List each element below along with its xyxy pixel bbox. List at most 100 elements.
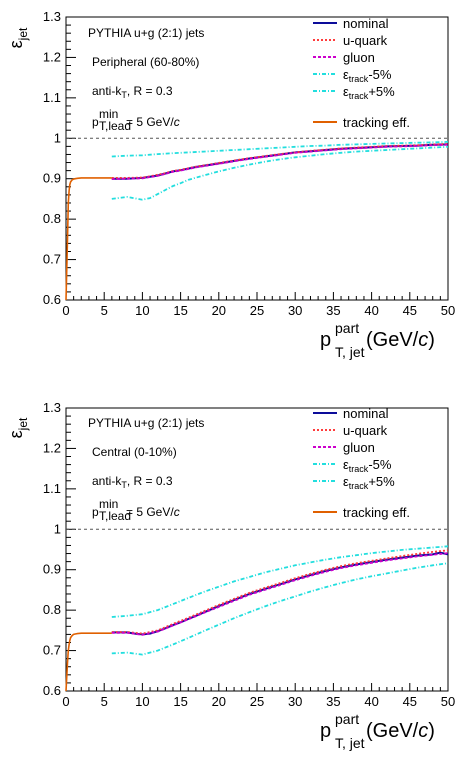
series-uquark-line	[111, 143, 449, 179]
legend-label-uquark: u-quark	[343, 33, 388, 48]
y-tick-label: 1.1	[43, 481, 61, 496]
y-tick-label: 1	[54, 521, 61, 536]
x-tick-label: 30	[288, 303, 302, 318]
y-tick-label: 1	[54, 130, 61, 145]
y-tick-label: 0.6	[43, 683, 61, 698]
svg-text:p: p	[320, 329, 331, 351]
xlabel-sup: part	[335, 711, 359, 727]
series-plus-line	[111, 141, 449, 158]
legend: nominal u-quark gluon εtrack-5%εtrack+5% tra…	[313, 406, 410, 520]
annotations: PYTHIA u+g (2:1) jets Central (0-10%) an…	[88, 416, 204, 523]
y-tick-label: 1.2	[43, 49, 61, 64]
ylabel-sub: jet	[16, 27, 30, 41]
x-tick-label: 10	[135, 303, 149, 318]
pt-main: p	[92, 115, 99, 129]
pt-sup: min	[99, 497, 118, 511]
panel-peripheral: 0 5 10 15 20 25 30 35 40 45 50 0.6 0.7 0.8 0.9 1 1.1 1.2 1…	[6, 9, 455, 360]
algo-pre: anti-k	[92, 84, 122, 98]
panel-central: 0 5 10 15 20 25 30 35 40 45 50 0.6 0.7 0.8 0.9 1 1.1 1.2 1…	[6, 400, 455, 751]
xlabel-unit-c: c	[418, 329, 428, 351]
algo-post: , R = 0.3	[127, 84, 173, 98]
y-tick-label: 1.3	[43, 9, 61, 24]
svg-text:p: p	[320, 720, 331, 742]
x-tick-label: 5	[101, 303, 108, 318]
legend-label-plus: εtrack+5%	[343, 474, 395, 491]
algo-pre: anti-k	[92, 474, 122, 488]
series-plus-line	[111, 545, 449, 618]
y-tick-label: 0.7	[43, 643, 61, 658]
annotation-algorithm: anti-kT, R = 0.3	[92, 84, 173, 100]
y-tick-label: 0.7	[43, 252, 61, 267]
ylabel-main: ε	[6, 40, 26, 48]
annotation-centrality: Central (0-10%)	[92, 445, 177, 459]
axis-ticks: 0 5 10 15 20 25 30 35 40 45 50 0.6 0.7 0.8 0.9 1 1.1 1.2 1…	[43, 9, 455, 318]
legend-label-gluon: gluon	[343, 440, 375, 455]
x-tick-label: 45	[403, 303, 417, 318]
x-tick-label: 35	[326, 694, 340, 709]
x-tick-label: 15	[173, 303, 187, 318]
y-tick-label: 0.9	[43, 562, 61, 577]
x-tick-label: 5	[101, 694, 108, 709]
legend: nominal u-quark gluon εtrack-5%εtrack+5% tra…	[313, 16, 410, 130]
ylabel-sub: jet	[16, 417, 30, 431]
pt-main: p	[92, 505, 99, 519]
annotation-pt-lead: p min T,lead = 5 GeV/c	[92, 497, 180, 523]
x-axis-label: p part T, jet (GeV/c)	[320, 320, 435, 360]
xlabel-unit-post: )	[428, 720, 435, 742]
x-tick-label: 20	[212, 694, 226, 709]
svg-text:(GeV/c): (GeV/c)	[366, 720, 435, 742]
annotation-generator: PYTHIA u+g (2:1) jets	[88, 416, 204, 430]
annotation-generator: PYTHIA u+g (2:1) jets	[88, 26, 204, 40]
pt-c: c	[174, 505, 180, 519]
xlabel-sup: part	[335, 320, 359, 336]
y-tick-label: 0.6	[43, 292, 61, 307]
pt-sub: T,lead	[99, 509, 131, 523]
x-tick-label: 30	[288, 694, 302, 709]
x-axis-label: p part T, jet (GeV/c)	[320, 711, 435, 751]
y-tick-label: 1.2	[43, 440, 61, 455]
y-tick-label: 0.8	[43, 211, 61, 226]
x-tick-label: 25	[250, 694, 264, 709]
legend-label-gluon: gluon	[343, 50, 375, 65]
annotations: PYTHIA u+g (2:1) jets Peripheral (60-80%…	[88, 26, 204, 133]
ylabel-main: ε	[6, 430, 26, 438]
legend-label-minus: εtrack-5%	[343, 67, 392, 84]
xlabel-main: p	[320, 720, 331, 742]
axis-ticks: 0 5 10 15 20 25 30 35 40 45 50 0.6 0.7 0.8 0.9 1 1.1 1.2 1…	[43, 400, 455, 709]
series-group	[65, 545, 449, 692]
x-tick-label: 10	[135, 694, 149, 709]
algo-post: , R = 0.3	[127, 474, 173, 488]
x-tick-label: 50	[441, 303, 455, 318]
pt-post: = 5 GeV/c	[126, 115, 180, 129]
x-tick-label: 0	[62, 303, 69, 318]
series-tracking-line	[65, 177, 112, 301]
xlabel-unit-pre: (GeV/	[366, 720, 419, 742]
y-axis-label: εjet	[6, 27, 30, 48]
xlabel-sub: T, jet	[335, 344, 365, 360]
annotation-pt-lead: p min T,lead = 5 GeV/c	[92, 107, 180, 133]
legend-label-nominal: nominal	[343, 16, 389, 31]
x-tick-label: 50	[441, 694, 455, 709]
annotation-centrality: Peripheral (60-80%)	[92, 55, 199, 69]
svg-text:(GeV/c): (GeV/c)	[366, 329, 435, 351]
svg-text:εjet: εjet	[6, 27, 30, 48]
pt-sub: T,lead	[99, 119, 131, 133]
xlabel-sub: T, jet	[335, 735, 365, 751]
xlabel-unit-c: c	[418, 720, 428, 742]
series-uquark-line	[111, 549, 449, 635]
xlabel-main: p	[320, 329, 331, 351]
x-tick-label: 15	[173, 694, 187, 709]
legend-label-minus: εtrack-5%	[343, 457, 392, 474]
x-tick-label: 25	[250, 303, 264, 318]
legend-label-tracking: tracking eff.	[343, 115, 410, 130]
x-tick-label: 45	[403, 694, 417, 709]
y-tick-label: 0.8	[43, 602, 61, 617]
series-tracking-line	[65, 632, 112, 692]
x-tick-label: 20	[212, 303, 226, 318]
series-minus-line	[111, 145, 449, 201]
series-nominal-line	[111, 551, 449, 636]
pt-c: c	[174, 115, 180, 129]
x-tick-label: 0	[62, 694, 69, 709]
legend-label-plus: εtrack+5%	[343, 84, 395, 101]
